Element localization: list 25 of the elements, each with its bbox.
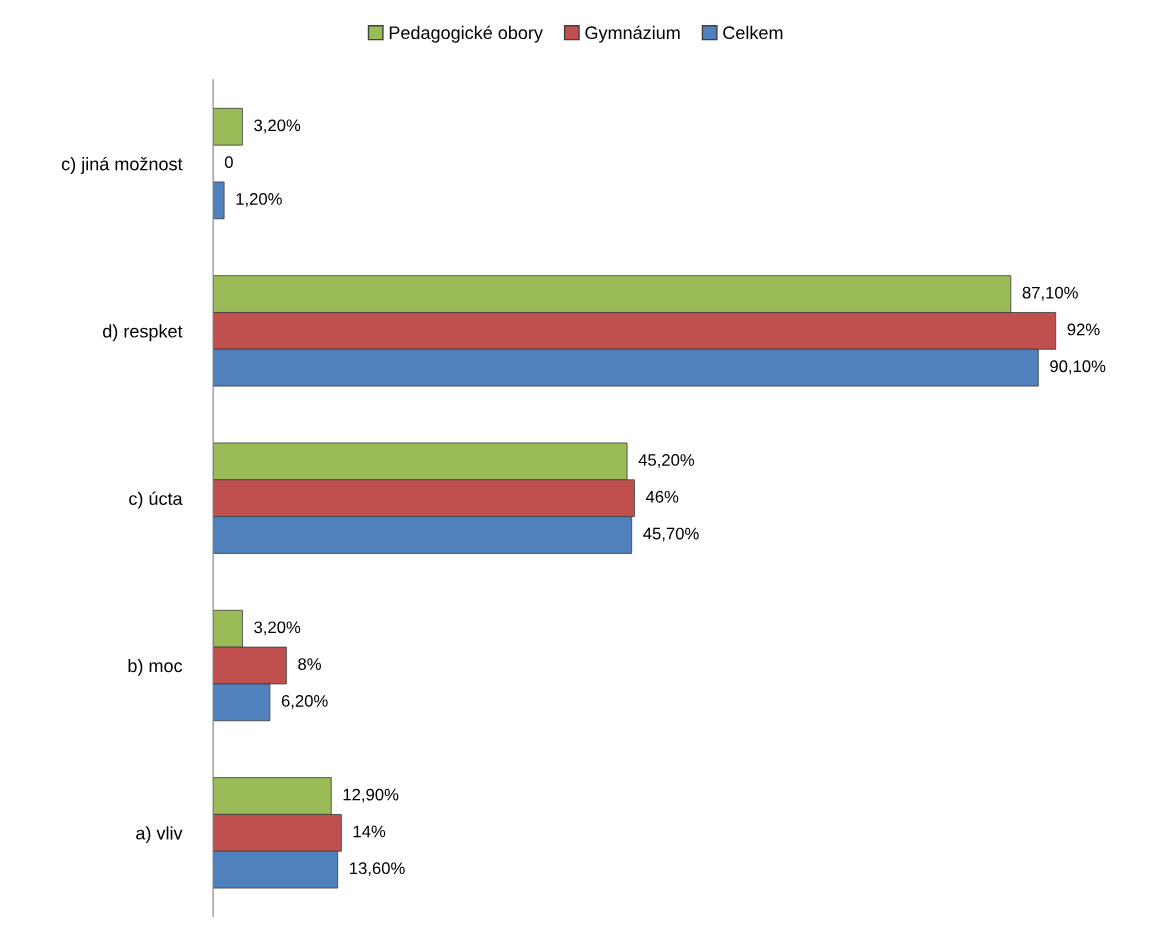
data-label: 1,20% — [236, 193, 282, 207]
data-label: 46% — [645, 490, 679, 503]
y-tick-label: c) úcta — [129, 491, 183, 509]
y-tick-label: c) jiná možnost — [61, 156, 183, 174]
data-label: 3,20% — [254, 119, 301, 134]
bar — [213, 107, 243, 146]
data-label: 13,60% — [350, 862, 405, 877]
data-label: 45,70% — [643, 527, 699, 542]
data-label: 87,10% — [1022, 286, 1078, 301]
legend-label: Gymnázium — [585, 25, 680, 43]
bar — [213, 181, 225, 220]
data-label: 92% — [1067, 323, 1100, 336]
data-label: 0 — [224, 156, 233, 169]
data-label: 3,20% — [254, 621, 301, 636]
legend-label: Celkem — [723, 25, 783, 40]
data-label: 12,90% — [343, 788, 399, 803]
y-tick-label: a) vliv — [136, 826, 183, 844]
data-label: 14% — [353, 825, 386, 838]
data-label: 45,20% — [638, 454, 695, 468]
data-label: 6,20% — [281, 695, 328, 709]
data-label: 8% — [298, 658, 321, 670]
data-label: 90,10% — [1050, 360, 1106, 375]
y-tick-label: b) moc — [128, 658, 183, 676]
legend-label: Pedagogické obory — [389, 25, 543, 43]
y-tick-label: d) respket — [103, 324, 183, 342]
